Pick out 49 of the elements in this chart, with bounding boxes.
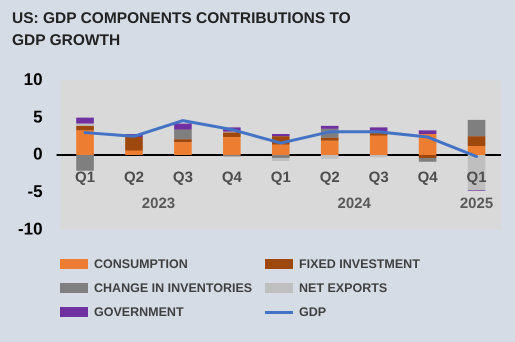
bar — [370, 136, 388, 155]
bar — [174, 130, 192, 140]
bar — [468, 120, 486, 136]
bar — [418, 158, 436, 162]
bar — [418, 155, 436, 158]
bar — [223, 132, 241, 138]
bar — [76, 126, 94, 130]
legend-label: GDP — [299, 305, 326, 319]
legend-label: FIXED INVESTMENT — [299, 257, 420, 271]
bar — [125, 150, 143, 155]
bar — [125, 137, 143, 151]
bar — [418, 130, 436, 134]
x-tick-label: Q2 — [124, 169, 144, 186]
chart-title: US: GDP COMPONENTS CONTRIBUTIONS TO GDP GROWTH — [12, 9, 352, 51]
bar — [272, 144, 290, 155]
bar — [174, 139, 192, 142]
bar — [320, 155, 339, 159]
bar — [272, 158, 290, 161]
x-tick-label: Q4 — [222, 169, 243, 186]
y-tick-label: 0 — [33, 144, 43, 164]
bar — [272, 155, 290, 158]
x-tick-label: Q1 — [270, 169, 291, 186]
annotation: 2023 — [142, 194, 176, 212]
bar — [174, 124, 192, 130]
x-tick-label: Q3 — [172, 169, 193, 186]
x-tick-label: Q1 — [466, 169, 487, 186]
bar — [76, 155, 94, 171]
bar — [76, 130, 94, 155]
bar — [76, 118, 94, 124]
y-tick-label: -5 — [27, 182, 43, 202]
x-tick-label: Q2 — [320, 169, 340, 186]
x-tick-label: Q4 — [418, 169, 438, 186]
bar — [223, 137, 241, 155]
x-tick-label: Q3 — [368, 169, 389, 186]
legend-label: GOVERNMENT — [94, 305, 184, 319]
legend-label: CHANGE IN INVENTORIES — [94, 281, 252, 295]
legend-label: CONSUMPTION — [94, 257, 188, 271]
legend-label: NET EXPORTS — [299, 281, 388, 295]
x-tick-label: Q1 — [75, 169, 96, 186]
y-tick-label: 5 — [33, 107, 43, 126]
bar — [320, 140, 339, 155]
bar — [174, 142, 192, 155]
bar — [320, 126, 339, 129]
bar — [468, 136, 486, 146]
annotation: 2024 — [338, 194, 372, 212]
annotation: 2025 — [460, 194, 494, 212]
bar — [320, 138, 339, 141]
y-tick-label: 10 — [24, 70, 43, 89]
y-tick-label: -10 — [18, 219, 43, 238]
